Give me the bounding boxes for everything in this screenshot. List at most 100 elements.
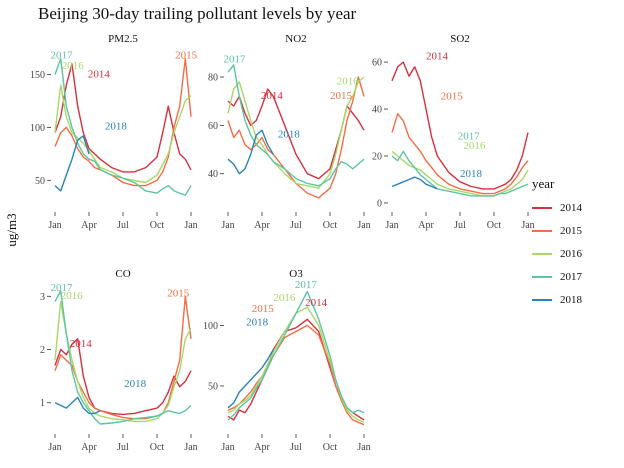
series-line-2016-o3 [227, 306, 365, 423]
annotation-2017-so2: 2017 [458, 131, 481, 143]
legend-key-2016 [532, 252, 552, 255]
legend-key-2018 [532, 298, 552, 301]
x-tick-label-so2: Jan [521, 220, 534, 231]
y-tick-label-so2: 40 [372, 105, 382, 116]
panel-title-so2: SO2 [450, 33, 470, 45]
y-tick-label-o3: 100 [203, 321, 218, 332]
y-tick-label-no2: 80 [208, 73, 218, 84]
chart-title: Beijing 30-day trailing pollutant levels… [38, 4, 357, 23]
annotation-2017-o3: 2017 [295, 279, 318, 291]
series-line-2015-pm25 [54, 57, 192, 187]
annotation-2018-o3: 2018 [246, 316, 269, 328]
legend: year 2014 2015 2016 2017 2018 [532, 176, 582, 311]
y-tick-label-so2: 0 [377, 198, 382, 209]
annotation-2016-o3: 2016 [273, 292, 296, 304]
x-tick-label-so2: Jan [385, 220, 398, 231]
annotation-2014-pm25: 2014 [88, 69, 111, 81]
legend-item-2015: 2015 [532, 219, 582, 242]
x-tick-label-o3: Jan [357, 442, 370, 453]
panel-title-pm25: PM2.5 [108, 33, 138, 45]
series-line-2018-no2 [227, 129, 274, 175]
series-line-2014-so2 [391, 61, 529, 190]
x-tick-label-co: Jul [117, 442, 129, 453]
series-line-2015-co [54, 295, 192, 420]
annotation-2018-pm25: 2018 [105, 121, 128, 133]
legend-label-2015: 2015 [560, 224, 582, 237]
x-tick-label-o3: Jul [290, 442, 302, 453]
x-tick-label-no2: Jan [221, 220, 234, 231]
x-tick-label-so2: Jul [454, 220, 466, 231]
series-line-2016-so2 [391, 150, 529, 197]
annotation-2018-no2: 2018 [278, 128, 301, 140]
annotation-2015-no2: 2015 [330, 90, 353, 102]
x-tick-label-o3: Jan [221, 442, 234, 453]
x-tick-label-pm25: Jan [184, 220, 197, 231]
x-tick-label-no2: Oct [323, 220, 338, 231]
x-tick-label-pm25: Jan [48, 220, 61, 231]
annotation-2016-no2: 2016 [337, 75, 360, 87]
legend-item-2017: 2017 [532, 265, 582, 288]
x-tick-label-pm25: Apr [81, 220, 97, 231]
series-line-2016-co [54, 300, 192, 423]
series-line-2018-co [54, 396, 101, 415]
y-tick-label-pm25: 50 [35, 176, 45, 187]
x-tick-label-o3: Apr [254, 442, 270, 453]
y-tick-label-pm25: 150 [30, 70, 45, 81]
annotation-2015-pm25: 2015 [175, 50, 198, 62]
series-line-2016-no2 [227, 76, 365, 189]
legend-key-2017 [532, 275, 552, 278]
legend-label-2017: 2017 [560, 270, 582, 283]
annotation-2015-co: 2015 [167, 287, 190, 299]
legend-label-2014: 2014 [560, 201, 582, 214]
legend-label-2018: 2018 [560, 293, 582, 306]
panel-pm25: PM2.5 Jan Apr Jul Oct Jan 50 100 150 201720162014… [30, 33, 198, 231]
x-tick-label-so2: Oct [487, 220, 502, 231]
x-tick-label-co: Apr [81, 442, 97, 453]
series-line-2017-so2 [391, 150, 529, 197]
series-line-2015-o3 [227, 324, 365, 426]
y-tick-label-no2: 40 [208, 169, 218, 180]
annotation-2015-o3: 2015 [252, 303, 274, 315]
annotation-2018-so2: 2018 [460, 168, 483, 180]
panel-title-no2: NO2 [285, 33, 306, 45]
series-line-2015-so2 [391, 113, 529, 195]
y-tick-label-so2: 60 [372, 58, 382, 69]
annotation-2014-so2: 2014 [426, 51, 449, 63]
y-tick-label-co: 2 [40, 345, 45, 356]
panel-no2: NO2 Jan Apr Jul Oct Jan 40 60 80 2017 2014 2018 2016… [208, 33, 371, 231]
legend-label-2016: 2016 [560, 247, 582, 260]
annotation-2015-so2: 2015 [441, 91, 464, 103]
x-tick-label-pm25: Oct [150, 220, 165, 231]
x-tick-label-co: Jan [184, 442, 197, 453]
y-tick-label-so2: 20 [372, 152, 382, 163]
series-line-2016-pm25 [54, 84, 192, 184]
annotation-2016-co: 2016 [61, 290, 84, 302]
legend-item-2016: 2016 [532, 242, 582, 265]
series-line-2018-pm25 [54, 135, 90, 192]
legend-key-2014 [532, 206, 552, 209]
x-tick-label-no2: Jan [357, 220, 370, 231]
x-tick-label-co: Oct [150, 442, 165, 453]
annotation-2014-co: 2014 [70, 338, 93, 350]
series-line-2018-so2 [391, 176, 438, 190]
annotation-2018-co: 2018 [124, 378, 147, 390]
annotation-2017-pm25: 2017 [50, 50, 73, 62]
y-tick-label-o3: 50 [208, 381, 218, 392]
series-line-2015-no2 [227, 76, 365, 199]
annotation-2017-co: 2017 [50, 282, 73, 294]
series-line-2014-co [54, 338, 192, 416]
legend-item-2014: 2014 [532, 196, 582, 219]
x-tick-label-co: Jan [48, 442, 61, 453]
series-line-2017-co [54, 290, 192, 425]
x-tick-label-no2: Apr [254, 220, 270, 231]
series-line-2018-o3 [227, 349, 274, 409]
x-tick-label-so2: Apr [418, 220, 434, 231]
series-line-2017-no2 [227, 64, 365, 187]
annotation-2016-pm25: 2016 [62, 60, 85, 72]
y-tick-label-pm25: 100 [30, 123, 45, 134]
x-tick-label-pm25: Jul [117, 220, 129, 231]
